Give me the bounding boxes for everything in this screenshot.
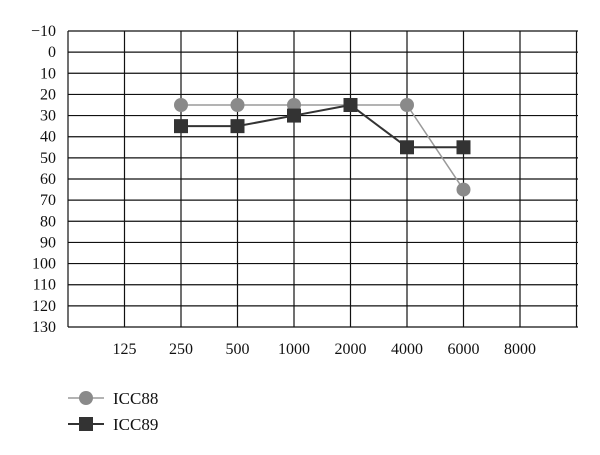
legend: ICC88 ICC89 [68, 389, 158, 434]
series-icc89 [174, 98, 471, 155]
y-axis-tick-labels: −10 0 10 20 30 40 50 60 70 80 90 100 110 120 130 [31, 23, 56, 336]
data-point-circle [400, 98, 414, 112]
data-point-circle [287, 98, 301, 112]
y-tick-label: 60 [40, 171, 56, 188]
data-point-circle [174, 98, 188, 112]
y-tick-label: 130 [32, 319, 56, 336]
x-tick-label: 250 [169, 341, 193, 358]
y-tick-label: 100 [32, 256, 56, 273]
y-tick-label: 70 [40, 192, 56, 209]
x-tick-label: 500 [226, 341, 250, 358]
y-tick-label: 90 [40, 234, 56, 251]
x-tick-label: 8000 [504, 341, 536, 358]
y-tick-label: −10 [31, 23, 56, 40]
series-line [181, 104, 465, 190]
data-point-circle [456, 182, 471, 197]
x-axis-tick-labels: 125 250 500 1000 2000 4000 6000 8000 [113, 341, 537, 358]
legend-item: ICC88 [68, 389, 158, 408]
legend-label: ICC88 [113, 389, 158, 408]
data-point-square [400, 140, 414, 155]
data-point-square [230, 119, 245, 134]
grid [67, 30, 578, 328]
y-tick-label: 20 [40, 86, 56, 103]
y-tick-label: 80 [40, 213, 56, 230]
series-layer [174, 98, 471, 197]
y-tick-label: 10 [40, 65, 56, 82]
data-point-circle [230, 98, 245, 112]
y-tick-label: 30 [40, 108, 56, 125]
x-tick-label: 125 [113, 341, 137, 358]
x-tick-label: 4000 [391, 341, 423, 358]
y-tick-label: 110 [33, 277, 56, 294]
legend-label: ICC89 [113, 415, 158, 434]
data-point-square [456, 140, 471, 155]
data-point-square [343, 98, 358, 112]
data-point-square [174, 119, 188, 134]
series-line [181, 103, 464, 149]
y-tick-label: 50 [40, 150, 56, 167]
y-tick-label: 120 [32, 298, 56, 315]
legend-marker-square [79, 417, 93, 431]
legend-marker-circle [79, 391, 93, 405]
legend-item: ICC89 [68, 415, 158, 434]
x-tick-label: 6000 [448, 341, 480, 358]
y-tick-label: 40 [40, 129, 56, 146]
data-point-square [287, 108, 301, 123]
x-tick-label: 1000 [278, 341, 310, 358]
x-tick-label: 2000 [335, 341, 367, 358]
y-tick-label: 0 [48, 44, 56, 61]
